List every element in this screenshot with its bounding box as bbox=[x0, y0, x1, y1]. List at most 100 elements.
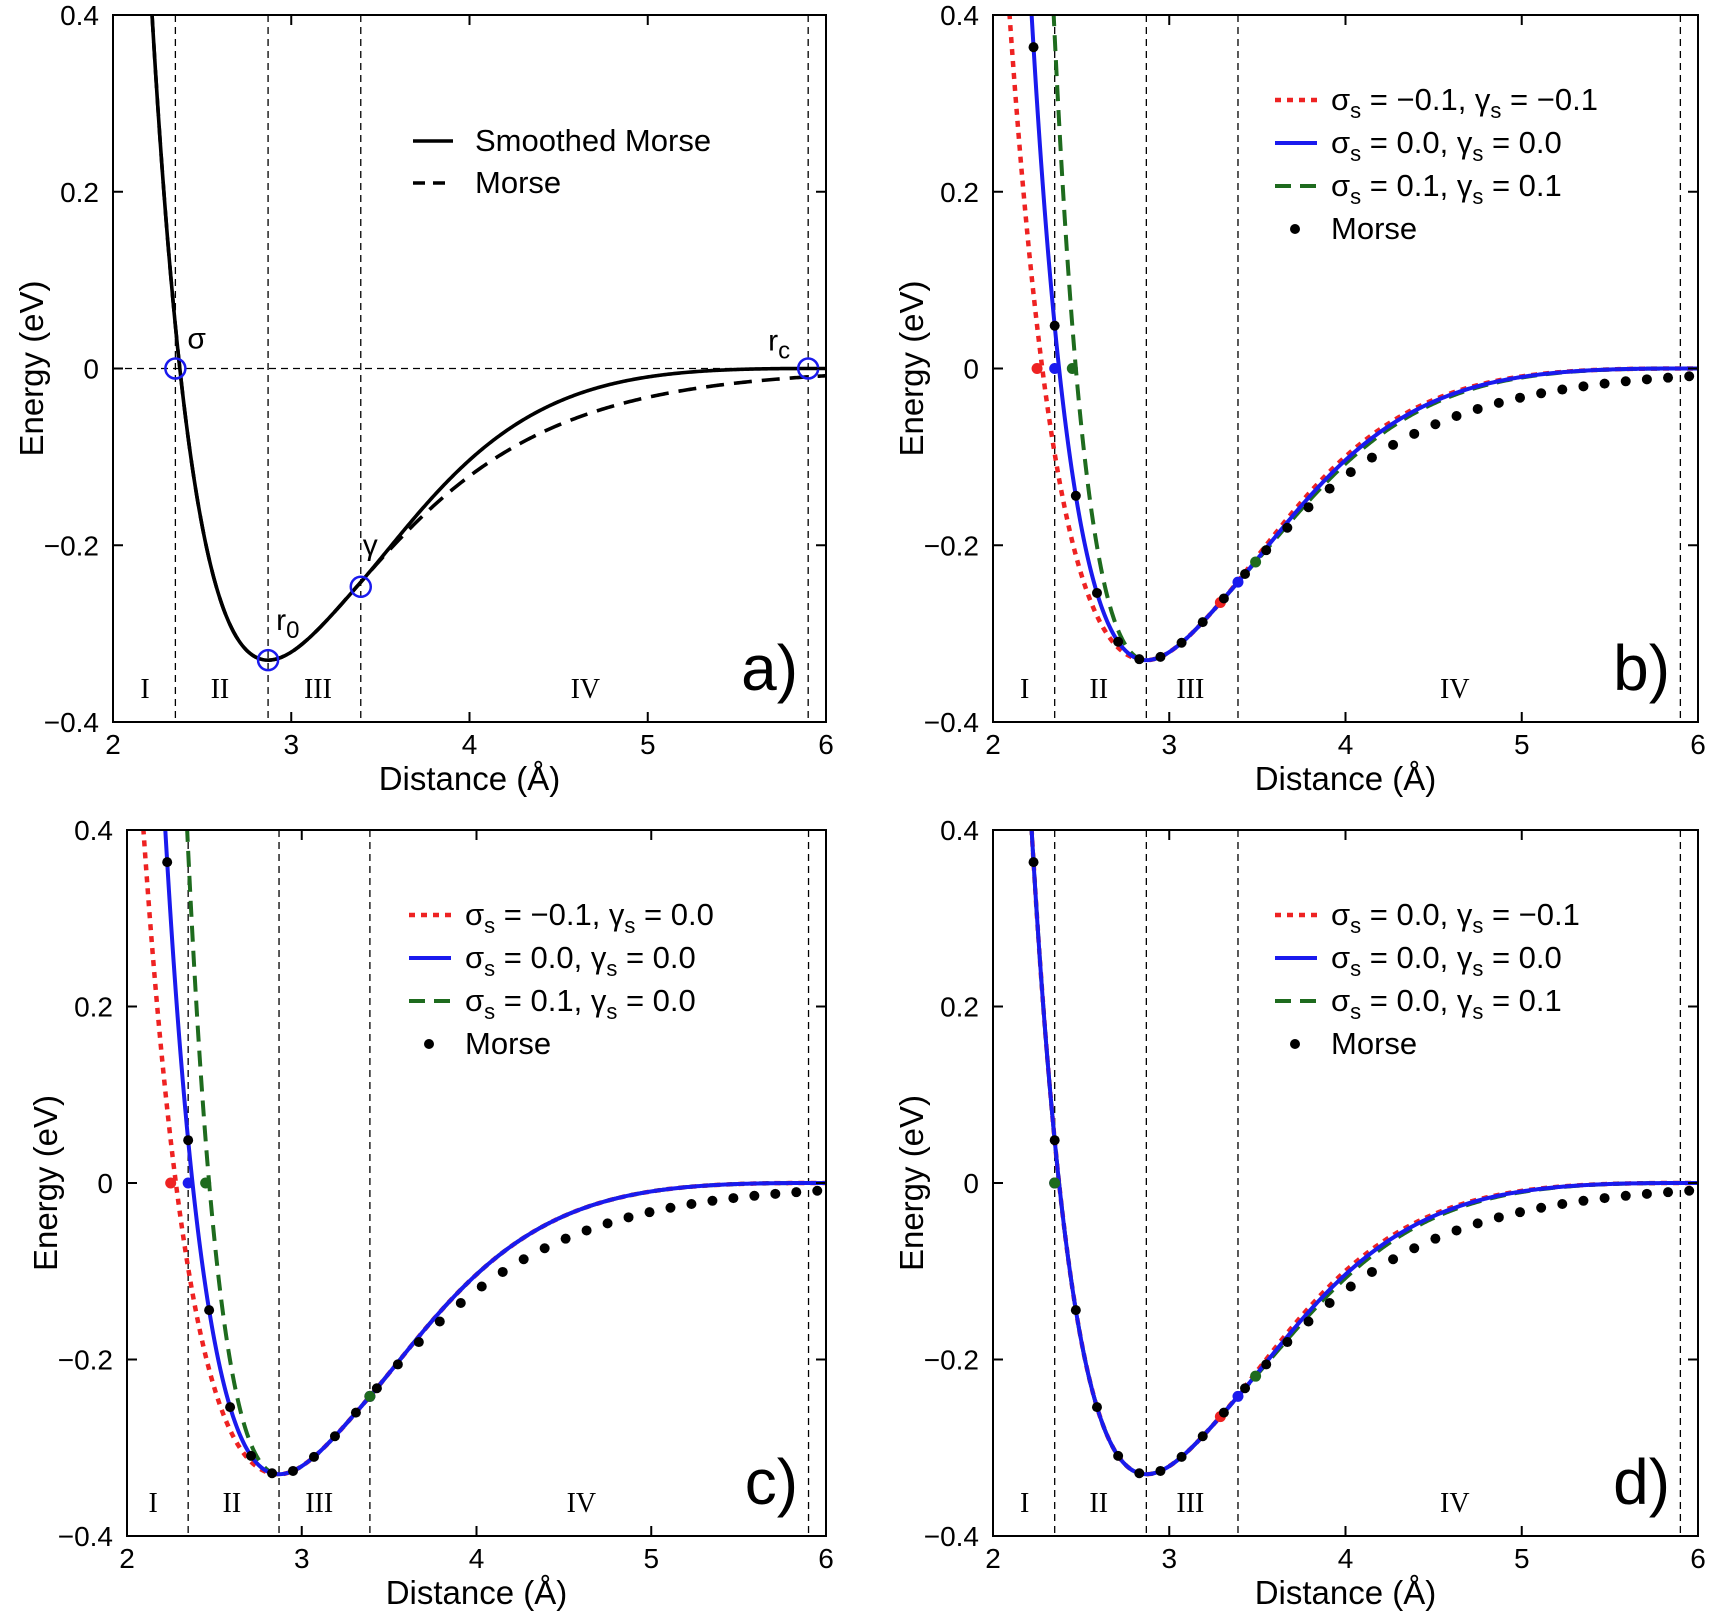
legend-swatch bbox=[1290, 1039, 1300, 1049]
morse-point bbox=[1176, 1451, 1187, 1462]
panel-label: c) bbox=[745, 1446, 798, 1518]
y-tick-label: −0.4 bbox=[44, 707, 99, 738]
morse-point bbox=[1197, 1431, 1208, 1442]
plot-area bbox=[141, 830, 826, 1536]
y-tick-label: 0 bbox=[83, 354, 99, 385]
rc-main: r bbox=[768, 325, 778, 358]
x-tick-label: 3 bbox=[1161, 1543, 1177, 1574]
x-tick-label: 3 bbox=[1161, 729, 1177, 760]
legend-label: σs = 0.0, γs = 0.1 bbox=[1331, 983, 1562, 1024]
r0-label: r0 bbox=[276, 604, 299, 644]
morse-point bbox=[392, 1359, 403, 1370]
morse-point bbox=[1514, 392, 1525, 403]
x-tick-label: 4 bbox=[1338, 729, 1354, 760]
morse-point bbox=[1345, 467, 1356, 478]
legend-gamma-value: 0.1 bbox=[1519, 983, 1562, 1018]
x-tick-label: 2 bbox=[119, 1543, 135, 1574]
morse-point bbox=[1663, 372, 1674, 383]
morse-point bbox=[539, 1243, 550, 1254]
point-marker bbox=[256, 648, 280, 672]
morse-point bbox=[665, 1202, 676, 1213]
panel-a: 2 3 4 5 6 −0.4 −0.2 0 0.2 0.4 Distance (Å) Energy (… bbox=[13, 0, 834, 797]
x-tick-label: 5 bbox=[1514, 1543, 1530, 1574]
morse-point bbox=[308, 1451, 319, 1462]
morse-point bbox=[1684, 371, 1695, 382]
morse-point bbox=[1684, 1185, 1695, 1196]
morse-point bbox=[1599, 378, 1610, 389]
morse-point bbox=[1218, 1407, 1229, 1418]
region-label: I bbox=[140, 674, 149, 705]
morse-point bbox=[1430, 1233, 1441, 1244]
x-tick-label: 3 bbox=[283, 729, 299, 760]
legend-label: σs = 0.0, γs = 0.0 bbox=[465, 940, 696, 981]
point-marker bbox=[349, 575, 373, 599]
legend: σs = −0.1, γs = −0.1σs = 0.0, γs = 0.0σs… bbox=[1275, 82, 1598, 246]
point-marker bbox=[164, 357, 187, 380]
morse-point bbox=[183, 1135, 194, 1146]
y-tick-label: 0.2 bbox=[60, 177, 99, 208]
morse-point bbox=[1472, 1218, 1483, 1229]
morse-point bbox=[1472, 403, 1483, 414]
legend-sigma-value: 0.0 bbox=[1396, 940, 1439, 975]
y-tick-label: 0 bbox=[97, 1168, 113, 1199]
gamma-marker bbox=[1250, 556, 1262, 568]
morse-point bbox=[1303, 502, 1314, 513]
morse-point bbox=[1218, 593, 1229, 604]
y-tick-label: −0.2 bbox=[924, 1345, 979, 1376]
gamma-marker bbox=[1250, 1370, 1262, 1382]
legend-label: σs = 0.0, γs = 0.0 bbox=[1331, 125, 1562, 166]
region-label: III bbox=[305, 1488, 333, 1519]
morse-point bbox=[1282, 1337, 1293, 1348]
morse-point bbox=[686, 1199, 697, 1210]
rc-sub: c bbox=[778, 338, 790, 365]
region-label: IV bbox=[567, 1488, 597, 1519]
x-tick-label: 2 bbox=[985, 1543, 1001, 1574]
y-tick-label: −0.4 bbox=[924, 707, 979, 738]
legend: σs = 0.0, γs = −0.1σs = 0.0, γs = 0.0σs … bbox=[1275, 897, 1580, 1061]
y-tick-label: 0.2 bbox=[74, 992, 113, 1023]
morse-point bbox=[1240, 1383, 1251, 1394]
panel-label: a) bbox=[741, 632, 798, 704]
morse-point bbox=[1578, 381, 1589, 392]
morse-point bbox=[1388, 439, 1399, 450]
morse-point bbox=[1261, 1359, 1272, 1370]
morse-point bbox=[225, 1402, 236, 1413]
morse-point bbox=[246, 1450, 257, 1461]
morse-point bbox=[581, 1225, 592, 1236]
y-tick-label: −0.2 bbox=[924, 530, 979, 561]
series-line bbox=[150, 15, 826, 662]
morse-point bbox=[1049, 320, 1060, 331]
gamma-marker bbox=[364, 1390, 376, 1402]
gamma-marker bbox=[1232, 576, 1244, 588]
panel-b: 2 3 4 5 6 −0.4 −0.2 0 0.2 0.4 Distance (Å) Energy (… bbox=[893, 0, 1706, 797]
morse-point bbox=[1113, 636, 1124, 647]
morse-point bbox=[602, 1218, 613, 1229]
legend-gamma-value: −0.1 bbox=[1519, 897, 1580, 932]
morse-point bbox=[518, 1254, 529, 1265]
legend-label: σs = 0.1, γs = 0.1 bbox=[1331, 168, 1562, 209]
y-tick-label: 0.4 bbox=[940, 0, 979, 31]
morse-point bbox=[1599, 1193, 1610, 1204]
morse-point bbox=[476, 1281, 487, 1292]
morse-point bbox=[371, 1383, 382, 1394]
morse-point bbox=[1493, 397, 1504, 408]
morse-point bbox=[1536, 388, 1547, 399]
morse-point bbox=[1388, 1254, 1399, 1265]
x-tick-label: 3 bbox=[294, 1543, 310, 1574]
region-label: IV bbox=[1440, 674, 1470, 705]
morse-point bbox=[1282, 522, 1293, 533]
sigma-marker bbox=[200, 1177, 212, 1189]
morse-point bbox=[1324, 1297, 1335, 1308]
x-tick-label: 4 bbox=[469, 1543, 485, 1574]
sigma-marker bbox=[1066, 363, 1078, 374]
y-tick-label: 0.2 bbox=[940, 177, 979, 208]
legend-swatch bbox=[424, 1039, 434, 1049]
morse-point bbox=[434, 1316, 445, 1327]
morse-point bbox=[1091, 1402, 1102, 1413]
x-tick-label: 6 bbox=[818, 729, 834, 760]
morse-point bbox=[1134, 1468, 1145, 1479]
morse-point bbox=[1070, 490, 1081, 501]
morse-point bbox=[770, 1188, 781, 1199]
morse-point bbox=[1176, 637, 1187, 648]
